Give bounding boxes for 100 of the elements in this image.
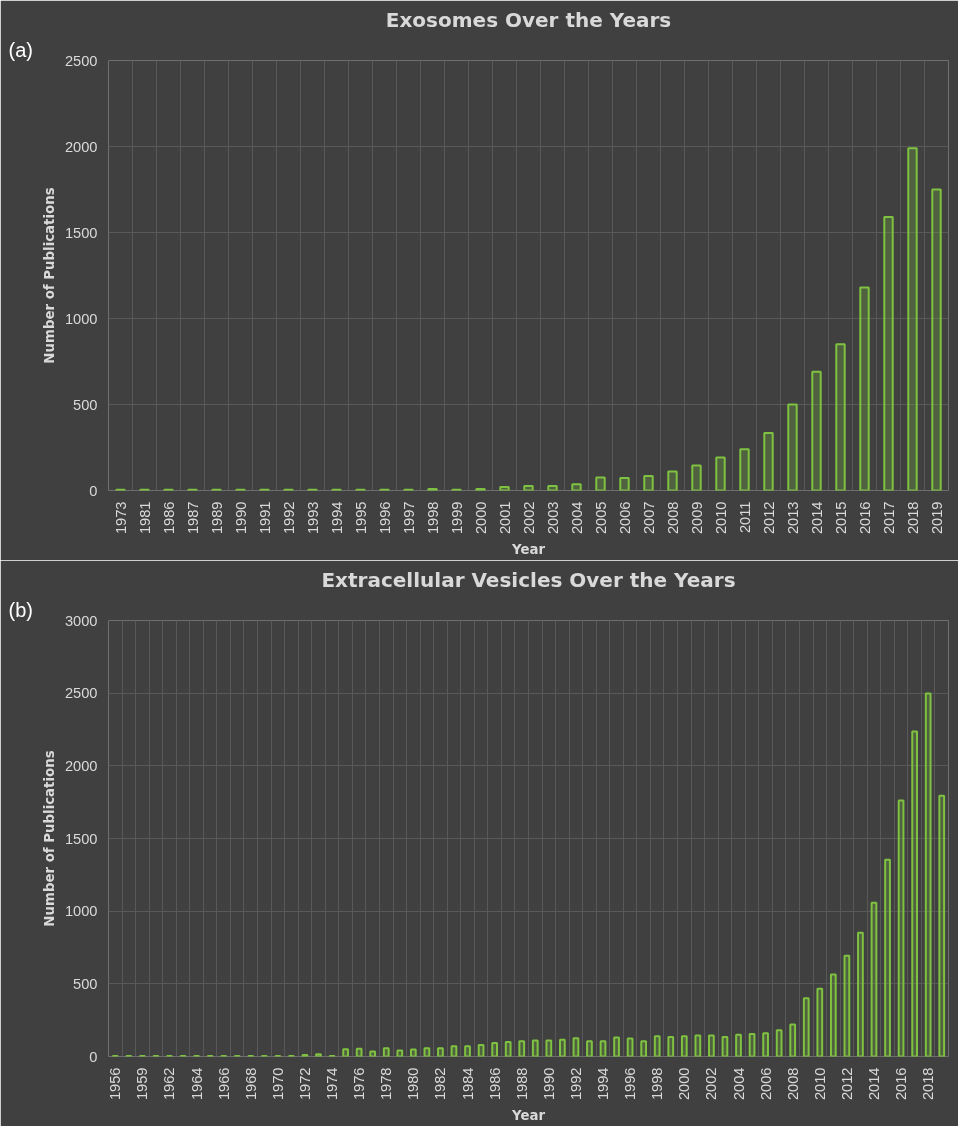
bar — [680, 1035, 688, 1057]
bar — [816, 987, 824, 1057]
bar — [504, 1040, 512, 1057]
x-tick-label: 1962 — [161, 1067, 178, 1101]
x-tick-label: 1996 — [376, 501, 393, 535]
x-tick-label: 1996 — [622, 1067, 639, 1101]
x-tick-label: 1994 — [595, 1067, 612, 1101]
bar — [802, 997, 810, 1057]
bar — [396, 1049, 404, 1057]
bar — [586, 1040, 593, 1057]
bar — [477, 1044, 485, 1057]
x-tick-label: 1974 — [324, 1067, 341, 1101]
x-tick-label: 1989 — [208, 501, 225, 535]
bar — [409, 1048, 417, 1057]
x-tick-label: 2012 — [838, 1067, 855, 1101]
x-tick-label: 1992 — [280, 501, 297, 535]
y-tick-label: 2000 — [64, 138, 98, 155]
bar — [491, 1041, 498, 1057]
bar — [619, 477, 630, 491]
bar — [613, 1036, 620, 1057]
x-tick-label: 2002 — [703, 1067, 720, 1101]
bar — [653, 1035, 661, 1057]
y-tick-label: 1000 — [64, 903, 98, 920]
x-tick-label: 1997 — [400, 501, 417, 535]
x-tick-label: 2003 — [544, 501, 561, 535]
x-tick-label: 2000 — [676, 1067, 693, 1101]
x-tick-label: 2002 — [520, 501, 537, 535]
bar — [342, 1048, 349, 1057]
text: (a) — [8, 38, 33, 61]
x-tick-label: 2010 — [811, 1067, 828, 1101]
chart-title: Extracellular Vesicles Over the Years — [321, 567, 736, 592]
x-tick-label: 2016 — [893, 1067, 910, 1101]
x-tick-label: 2015 — [832, 501, 849, 535]
y-tick-label: 0 — [89, 1048, 98, 1065]
y-tick-label: 1500 — [64, 224, 98, 241]
bar — [667, 1035, 675, 1057]
bar — [835, 343, 846, 491]
x-tick-label: 1987 — [184, 501, 201, 535]
x-tick-label: 2004 — [568, 501, 585, 535]
x-tick-label: 1973 — [112, 501, 129, 535]
bar — [787, 403, 798, 491]
bar — [572, 1037, 580, 1057]
x-tick-label: 1972 — [296, 1067, 313, 1101]
x-tick-label: 1990 — [540, 1067, 557, 1101]
bar — [382, 1047, 390, 1057]
bar — [708, 1034, 715, 1057]
bar — [691, 464, 702, 491]
x-tick-label: 1986 — [160, 501, 177, 535]
x-tick-label: 2019 — [928, 501, 945, 535]
x-tick-label: 1992 — [567, 1067, 584, 1101]
x-tick-label: 1956 — [107, 1067, 124, 1101]
x-tick-label: 2012 — [760, 501, 777, 535]
x-tick-label: 2008 — [664, 501, 681, 535]
bar — [924, 692, 932, 1057]
y-tick-label: 500 — [73, 975, 98, 992]
x-tick-label: 1999 — [448, 501, 465, 535]
x-tick-label: 1994 — [328, 501, 345, 535]
x-tick-label: 1981 — [136, 501, 153, 535]
y-tick-label: 500 — [73, 396, 98, 413]
x-tick-label: 1993 — [304, 501, 321, 535]
x-tick-label: 1978 — [378, 1067, 395, 1101]
x-tick-label: 1959 — [134, 1067, 151, 1101]
x-tick-label: 1984 — [459, 1067, 476, 1101]
x-tick-label: 2007 — [640, 501, 657, 535]
bar — [369, 1050, 377, 1057]
x-tick-label: 2006 — [616, 501, 633, 535]
bar — [518, 1040, 526, 1057]
bar — [775, 1029, 783, 1057]
x-tick-label: 2010 — [712, 501, 729, 535]
x-tick-label: 1988 — [513, 1067, 530, 1101]
bar — [599, 1040, 607, 1057]
bar — [931, 188, 942, 491]
y-tick-label: 2500 — [64, 52, 98, 69]
x-tick-label: 2001 — [496, 501, 513, 535]
bar — [499, 486, 510, 491]
x-tick-label: 1968 — [242, 1067, 259, 1101]
bar — [739, 448, 750, 491]
x-tick-label: 2017 — [880, 501, 897, 535]
x-tick-label: 1998 — [424, 501, 441, 535]
x-tick-label: 2011 — [736, 501, 753, 534]
x-tick-label: 2000 — [472, 501, 489, 535]
y-tick-label: 3000 — [64, 612, 98, 629]
y-tick-label: 0 — [89, 482, 98, 499]
x-tick-label: 2006 — [757, 1067, 774, 1101]
bar — [789, 1023, 797, 1057]
bar — [315, 1053, 322, 1057]
x-tick-label: 1976 — [351, 1067, 368, 1101]
y-tick-label: 2500 — [64, 685, 98, 702]
bar — [829, 973, 837, 1057]
bar — [763, 431, 774, 491]
bar — [531, 1039, 539, 1057]
x-tick-label: 1982 — [432, 1067, 449, 1101]
x-tick-label: 2018 — [904, 501, 921, 535]
bar — [559, 1038, 566, 1057]
x-tick-label: 1964 — [188, 1067, 205, 1101]
bar — [884, 858, 891, 1057]
bar — [595, 476, 606, 491]
bar — [450, 1045, 458, 1057]
bar — [735, 1033, 742, 1057]
x-tick-label: 2009 — [688, 501, 705, 535]
